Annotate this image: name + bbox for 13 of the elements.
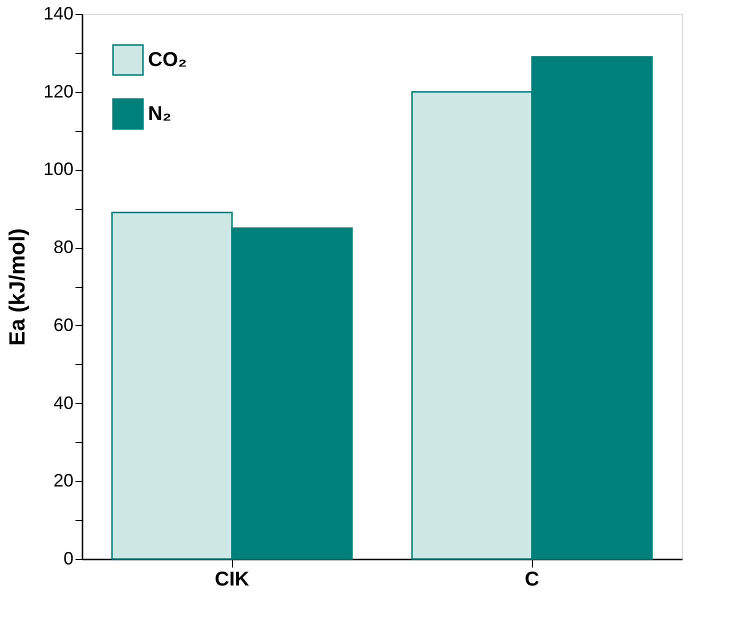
x-tick-label: C bbox=[524, 568, 540, 590]
legend-label: CO₂ bbox=[148, 49, 187, 71]
y-tick-label: 120 bbox=[43, 81, 74, 102]
legend-label: N₂ bbox=[148, 103, 172, 125]
y-tick-label: 100 bbox=[43, 159, 74, 180]
y-tick-label: 20 bbox=[53, 470, 74, 491]
y-tick-label: 80 bbox=[53, 237, 74, 258]
y-axis-title: Ea (kJ/mol) bbox=[4, 228, 30, 346]
y-tick-label: 40 bbox=[53, 392, 74, 413]
x-tick-label: CIK bbox=[214, 568, 250, 590]
y-tick-label: 0 bbox=[63, 548, 74, 568]
y-tick-label: 60 bbox=[53, 314, 74, 335]
y-tick-label: 140 bbox=[43, 4, 74, 24]
